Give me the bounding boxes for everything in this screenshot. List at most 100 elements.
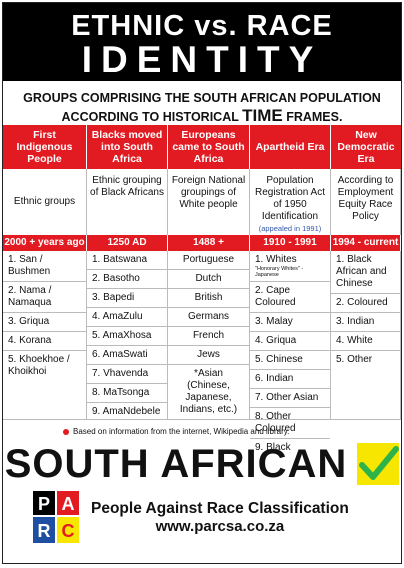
group-item: 1. Batswana xyxy=(87,251,167,270)
footnote-text: Based on information from the internet, … xyxy=(73,427,290,436)
group-item-text: 4. Korana xyxy=(8,335,52,346)
group-item-text: 2. Basotho xyxy=(92,273,140,284)
group-item: Portuguese xyxy=(168,251,249,270)
group-item: 4. Griqua xyxy=(250,332,330,351)
group-item: 8. Other Coloured xyxy=(250,408,330,439)
group-item: Germans xyxy=(168,308,249,327)
group-item-note: "Honorary Whites" - Japanese xyxy=(255,266,304,278)
group-item: 9. Black xyxy=(250,439,330,457)
group-item-text: *Asian (Chinese, Japanese, Indians, etc.… xyxy=(179,368,238,415)
column-header: First Indigenous People xyxy=(3,125,87,169)
group-item-text: Jews xyxy=(197,349,220,360)
column-description: Ethnic grouping of Black Africans xyxy=(87,169,168,235)
subtitle-line-2: ACCORDING TO HISTORICAL TIME FRAMES. xyxy=(3,107,401,126)
column-header: New Democratic Era xyxy=(331,125,401,169)
group-item: 1. San / Bushmen xyxy=(3,251,86,282)
group-item-text: 5. Chinese xyxy=(255,354,303,365)
footnote: Based on information from the internet, … xyxy=(3,419,401,439)
group-item-text: Germans xyxy=(187,311,230,322)
column-date: 2000 + years ago xyxy=(3,235,87,251)
group-item-text: Portuguese xyxy=(182,254,235,265)
group-item-text: 1. San / Bushmen xyxy=(8,254,51,277)
group-item-text: 2. Nama / Namaqua xyxy=(8,285,52,308)
group-item: 3. Griqua xyxy=(3,313,86,332)
group-item-text: 6. AmaSwati xyxy=(92,349,148,360)
organization-info: People Against Race Classification www.p… xyxy=(91,500,349,535)
slogan-text: SOUTH AFRICAN xyxy=(4,441,348,486)
subtitle: GROUPS COMPRISING THE SOUTH AFRICAN POPU… xyxy=(3,81,401,125)
group-item-text: 9. AmaNdebele xyxy=(92,406,161,417)
svg-text:R: R xyxy=(38,521,51,541)
parc-logo-icon: P A R C xyxy=(33,491,79,543)
group-item-text: 4. White xyxy=(336,335,373,346)
group-item: 2. Basotho xyxy=(87,270,167,289)
group-item-text: 7. Other Asian xyxy=(255,392,319,403)
timeline-table: First Indigenous People Blacks moved int… xyxy=(3,125,401,453)
group-item: 4. Korana xyxy=(3,332,86,351)
group-item: 7. Other Asian xyxy=(250,389,330,408)
group-item: 1. Whites "Honorary Whites" - Japanese xyxy=(250,251,330,282)
bullet-dot-icon xyxy=(63,428,69,435)
group-item-text: Dutch xyxy=(195,273,222,284)
group-item-text: 2. Cape Coloured xyxy=(255,285,296,308)
group-item: 5. Chinese xyxy=(250,351,330,370)
group-item-text: 3. Bapedi xyxy=(92,292,135,303)
group-list: 1. Whites "Honorary Whites" - Japanese 2. … xyxy=(250,251,331,453)
group-item: 2. Cape Coloured xyxy=(250,282,330,313)
title-line-1: ETHNIC vs. RACE xyxy=(71,10,333,42)
svg-text:P: P xyxy=(38,494,50,514)
group-item: British xyxy=(168,289,249,308)
group-item: 4. AmaZulu xyxy=(87,308,167,327)
group-item-text: 5. AmaXhosa xyxy=(92,330,152,341)
group-item: 4. White xyxy=(331,332,400,351)
subtitle-prefix: ACCORDING TO HISTORICAL xyxy=(61,110,239,124)
svg-text:C: C xyxy=(62,521,75,541)
description-text: Foreign National groupings of White peop… xyxy=(171,175,246,210)
description-text: According to Employment Equity Race Poli… xyxy=(337,175,394,222)
slogan-row: SOUTH AFRICAN xyxy=(3,439,401,489)
group-item: 2. Coloured xyxy=(331,294,400,313)
group-item: 5. Other xyxy=(331,351,400,369)
group-item-text: 3. Indian xyxy=(336,316,375,327)
poster: ETHNIC vs. RACE IDENTITY GROUPS COMPRISI… xyxy=(2,2,402,564)
organization-url[interactable]: www.parcsa.co.za xyxy=(155,517,285,535)
group-item: 9. AmaNdebele xyxy=(87,403,167,421)
group-item-text: 8. MaTsonga xyxy=(92,387,150,398)
checkmark-icon xyxy=(357,443,400,485)
group-item-text: British xyxy=(194,292,223,303)
group-item: 7. Vhavenda xyxy=(87,365,167,384)
subtitle-line-1: GROUPS COMPRISING THE SOUTH AFRICAN POPU… xyxy=(23,91,381,105)
column-header: Europeans came to South Africa xyxy=(168,125,250,169)
group-item-text: 1. Whites xyxy=(255,254,297,265)
group-list: Portuguese Dutch British Germans French Jews *… xyxy=(168,251,250,419)
group-item-text: 2. Coloured xyxy=(336,297,388,308)
title-banner: ETHNIC vs. RACE IDENTITY xyxy=(3,3,401,81)
column-header: Blacks moved into South Africa xyxy=(87,125,168,169)
group-item: 8. MaTsonga xyxy=(87,384,167,403)
group-item: Jews xyxy=(168,346,249,365)
group-item-text: 4. AmaZulu xyxy=(92,311,143,322)
organization-footer: P A R C People Against Race Classificati… xyxy=(3,489,401,545)
group-item: French xyxy=(168,327,249,346)
group-item: 3. Bapedi xyxy=(87,289,167,308)
group-item-text: 5. Khoekhoe / Khoikhoi xyxy=(8,354,70,377)
group-list: 1. San / Bushmen 2. Nama / Namaqua 3. Griq… xyxy=(3,251,87,419)
group-item-text: 9. Black xyxy=(255,442,291,453)
description-text: Population Registration Act of 1950 Iden… xyxy=(254,175,326,222)
description-text: Ethnic groups xyxy=(13,196,76,207)
group-item: Dutch xyxy=(168,270,249,289)
group-item-text: 3. Malay xyxy=(255,316,293,327)
subtitle-emphasis: TIME xyxy=(242,106,283,125)
column-description: Population Registration Act of 1950 Iden… xyxy=(250,169,331,235)
group-item-text: 1. Black African and Chinese xyxy=(336,254,387,289)
column-date: 1910 - 1991 xyxy=(250,235,331,251)
group-list: 1. Black African and Chinese 2. Coloured 3… xyxy=(331,251,401,419)
group-item: 6. AmaSwati xyxy=(87,346,167,365)
group-list: 1. Batswana 2. Basotho 3. Bapedi 4. AmaZulu… xyxy=(87,251,168,419)
group-item-text: 6. Indian xyxy=(255,373,294,384)
group-item-text: 8. Other Coloured xyxy=(255,411,296,434)
group-item: *Asian (Chinese, Japanese, Indians, etc.… xyxy=(168,365,249,419)
group-item-text: 3. Griqua xyxy=(8,316,50,327)
description-note: (appealed in 1991) xyxy=(258,224,322,233)
title-line-2: IDENTITY xyxy=(81,39,323,80)
